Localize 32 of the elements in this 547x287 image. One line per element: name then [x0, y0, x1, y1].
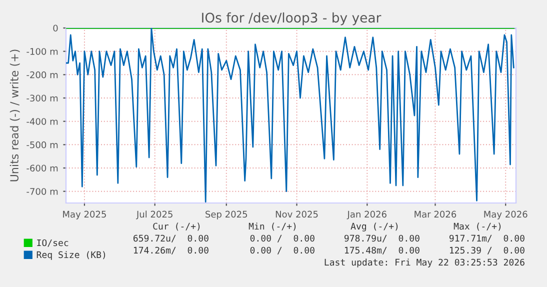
- y-tick-label: -400 m: [26, 118, 58, 125]
- text: 978.79u/ 0.00: [344, 234, 420, 242]
- chart-title: IOs for /dev/loop3 - by year: [202, 12, 382, 26]
- text: 125.39 / 0.00: [450, 246, 524, 254]
- y-axis-title: Units read (-) / write (+): [10, 50, 20, 182]
- y-tick-label: 0: [53, 24, 58, 32]
- text: 917.71m/ 0.00: [449, 234, 524, 242]
- y-tick-label: -500 m: [26, 141, 58, 148]
- x-tick-label: May 2025: [63, 210, 106, 220]
- text: Cur (-/+): [153, 222, 200, 231]
- text: Min (-/+): [248, 222, 296, 231]
- y-tick-label: -700 m: [26, 188, 58, 195]
- text: 174.26m/ 0.00: [134, 246, 208, 254]
- text: Last update: Fri May 22 03:25:53 2026: [324, 258, 524, 268]
- x-tick-label: Jan 2026: [346, 210, 386, 220]
- text: Max (-/+): [454, 222, 501, 231]
- text: 175.48m/ 0.00: [344, 246, 420, 254]
- y-tick-label: -100 m: [26, 48, 58, 55]
- y-tick-label: -300 m: [26, 94, 58, 102]
- legend-label: Req Size (KB): [36, 251, 106, 260]
- y-tick-label: -600 m: [26, 164, 58, 172]
- x-tick-label: Nov 2025: [276, 210, 318, 218]
- y-tick-label: -200 m: [26, 71, 58, 78]
- x-tick-label: Jul 2025: [136, 210, 172, 220]
- legend-label: IO/sec: [37, 239, 68, 247]
- x-tick-label: May 2026: [484, 210, 528, 220]
- text: Avg (-/+): [350, 222, 398, 232]
- text: 0.00 / 0.00: [250, 234, 314, 242]
- x-tick-label: Sep 2025: [206, 210, 248, 220]
- x-tick-label: Mar 2026: [414, 210, 456, 218]
- text: 659.72u/ 0.00: [133, 234, 208, 242]
- text: 0.00 / 0.00: [250, 246, 314, 254]
